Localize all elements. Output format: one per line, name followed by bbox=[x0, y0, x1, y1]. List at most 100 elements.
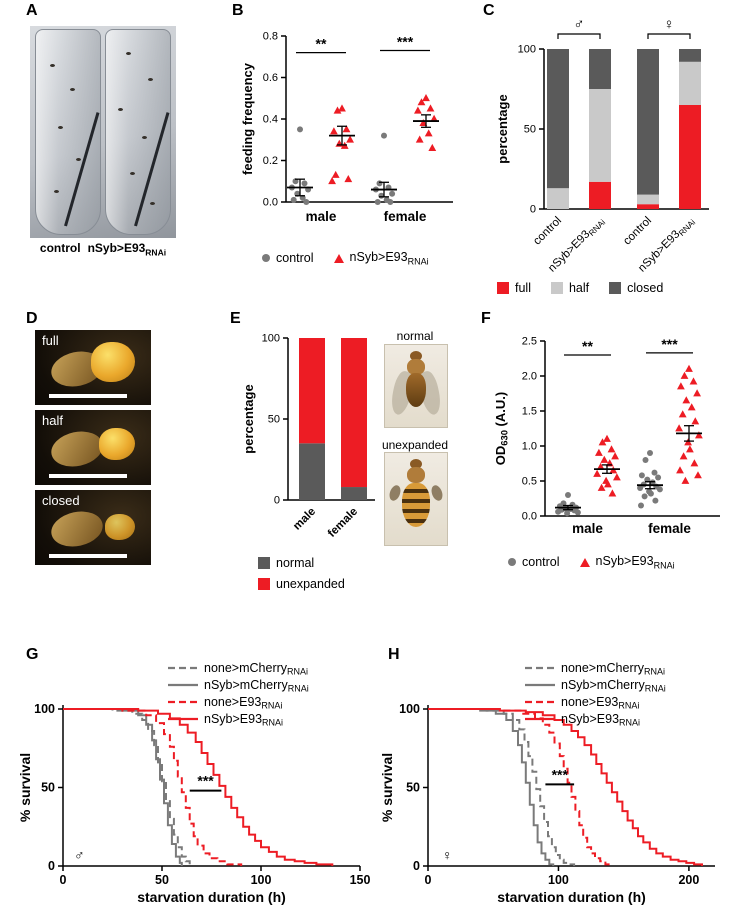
vial-rnai bbox=[105, 29, 171, 235]
fly-abdomen-shape bbox=[406, 373, 426, 407]
svg-text:control: control bbox=[531, 215, 564, 248]
svg-text:none>mCherryRNAi: none>mCherryRNAi bbox=[561, 661, 665, 677]
fly-head-shape bbox=[410, 351, 422, 361]
legend-item-unexpanded: unexpanded bbox=[258, 577, 345, 591]
svg-text:100: 100 bbox=[518, 44, 536, 56]
legend-label: full bbox=[515, 281, 531, 295]
series-nSyb>E93 bbox=[328, 94, 438, 185]
legend-item-full: full bbox=[497, 281, 531, 295]
svg-text:100: 100 bbox=[399, 702, 420, 716]
svg-text:**: ** bbox=[316, 36, 327, 52]
circle-marker-icon bbox=[262, 254, 270, 263]
svg-text:50: 50 bbox=[155, 873, 169, 887]
full-crop-photo: full bbox=[35, 330, 151, 405]
wing-phenotype-legend: normal unexpanded bbox=[258, 556, 345, 591]
square-marker-icon bbox=[550, 282, 563, 294]
legend-item-half: half bbox=[550, 281, 589, 295]
square-marker-icon bbox=[258, 578, 270, 590]
fly-speck bbox=[130, 172, 135, 175]
svg-text:none>E93RNAi: none>E93RNAi bbox=[204, 695, 282, 711]
closed-crop-photo: closed bbox=[35, 490, 151, 565]
fly-speck bbox=[50, 64, 55, 67]
svg-text:50: 50 bbox=[268, 414, 280, 426]
square-marker-icon bbox=[258, 557, 270, 569]
svg-text:0: 0 bbox=[274, 495, 280, 507]
legend-item-nSyb>E93: nSyb>E93RNAi bbox=[333, 250, 429, 267]
curve-nSyb>mCherry bbox=[428, 708, 555, 866]
svg-text:50: 50 bbox=[406, 781, 420, 795]
svg-text:**: ** bbox=[582, 338, 593, 354]
legend-label: closed bbox=[627, 281, 664, 295]
fly-thorax-shape bbox=[407, 359, 425, 375]
svg-text:200: 200 bbox=[678, 873, 699, 887]
fly-body-shape bbox=[48, 426, 106, 472]
scale-bar bbox=[49, 394, 127, 398]
mean-sem bbox=[413, 114, 439, 128]
curve-none>E93 bbox=[428, 708, 612, 866]
wing-phenotype-stacked-chart: 0 50 100 percentage male female bbox=[241, 333, 375, 540]
svg-text:OD630 (A.U.): OD630 (A.U.) bbox=[493, 392, 510, 465]
fly-speck bbox=[70, 88, 75, 91]
svg-text:female: female bbox=[384, 209, 427, 224]
vial-labels: control nSyb>E93RNAi bbox=[14, 241, 192, 257]
od630-chart: 0.0 0.5 1.0 1.5 2.0 2.5 OD630 (A.U.) male female… bbox=[493, 336, 720, 536]
legend-label: control bbox=[522, 555, 560, 570]
svg-text:% survival: % survival bbox=[17, 753, 33, 822]
svg-text:percentage: percentage bbox=[241, 384, 256, 453]
photo-label-half: half bbox=[42, 413, 63, 428]
female-survival-chart: 0 100 200 0 50 100 starvation duration (h) % su… bbox=[379, 661, 715, 905]
rnai-label: nSyb>E93RNAi bbox=[87, 241, 167, 258]
svg-text:0.4: 0.4 bbox=[263, 114, 278, 126]
fly-speck bbox=[142, 136, 147, 139]
normal-fly-photo bbox=[384, 344, 448, 428]
male-survival-chart: 0 50 100 150 0 50 100 starvation duration (h) % … bbox=[17, 661, 370, 905]
axes: 0.0 0.2 0.4 0.6 0.8 feeding frequency bbox=[240, 31, 453, 209]
svg-text:0: 0 bbox=[60, 873, 67, 887]
feeding-frequency-chart: 0.0 0.2 0.4 0.6 0.8 feeding frequency male fema… bbox=[240, 31, 453, 224]
scale-bar bbox=[49, 474, 127, 478]
fly-speck bbox=[148, 78, 153, 81]
svg-text:100: 100 bbox=[251, 873, 272, 887]
svg-text:male: male bbox=[306, 209, 337, 224]
svg-text:0.2: 0.2 bbox=[263, 155, 278, 167]
svg-text:♀: ♀ bbox=[663, 16, 674, 33]
svg-text:1.5: 1.5 bbox=[522, 406, 537, 418]
crop-blob-shape bbox=[91, 342, 135, 382]
panel-letter-A: A bbox=[26, 2, 38, 19]
mean-sem bbox=[287, 178, 313, 197]
legend-label: nSyb>E93RNAi bbox=[349, 250, 429, 267]
svg-text:nSyb>mCherryRNAi: nSyb>mCherryRNAi bbox=[561, 678, 666, 694]
panel-letter-E: E bbox=[230, 310, 241, 327]
svg-text:female: female bbox=[326, 506, 360, 540]
svg-text:***: *** bbox=[552, 766, 569, 782]
crop-blob-shape bbox=[99, 428, 135, 460]
svg-text:0: 0 bbox=[425, 873, 432, 887]
panel-letter-B: B bbox=[232, 2, 244, 19]
svg-text:nSyb>mCherryRNAi: nSyb>mCherryRNAi bbox=[204, 678, 309, 694]
svg-text:♂: ♂ bbox=[573, 16, 584, 33]
svg-text:0: 0 bbox=[413, 859, 420, 873]
mean-sem bbox=[637, 481, 663, 490]
fly-speck bbox=[58, 126, 63, 129]
svg-text:1.0: 1.0 bbox=[522, 441, 537, 453]
legend-label: unexpanded bbox=[276, 577, 345, 591]
legend-label: nSyb>E93RNAi bbox=[595, 554, 675, 571]
svg-text:***: *** bbox=[661, 336, 678, 352]
svg-text:0.0: 0.0 bbox=[263, 197, 278, 209]
legend-item-control: control bbox=[262, 251, 314, 265]
vial-control bbox=[35, 29, 101, 235]
curve-none>mCherry bbox=[63, 708, 191, 866]
svg-text:none>E93RNAi: none>E93RNAi bbox=[561, 695, 639, 711]
svg-text:100: 100 bbox=[34, 702, 55, 716]
fly-head-shape bbox=[410, 459, 422, 469]
legend-item-closed: closed bbox=[609, 281, 663, 295]
wing-state-legend: full half closed bbox=[497, 281, 663, 295]
legend-item-nSyb>E93: nSyb>E93RNAi bbox=[579, 554, 675, 571]
svg-text:male: male bbox=[291, 506, 318, 533]
curve-none>mCherry bbox=[428, 708, 576, 866]
fly-speck bbox=[76, 158, 81, 161]
fly-body-shape bbox=[48, 506, 106, 552]
mean-sem bbox=[371, 181, 397, 198]
fly-thorax-shape bbox=[407, 467, 425, 483]
feeding-frequency-legend: control nSyb>E93RNAi bbox=[262, 250, 429, 267]
